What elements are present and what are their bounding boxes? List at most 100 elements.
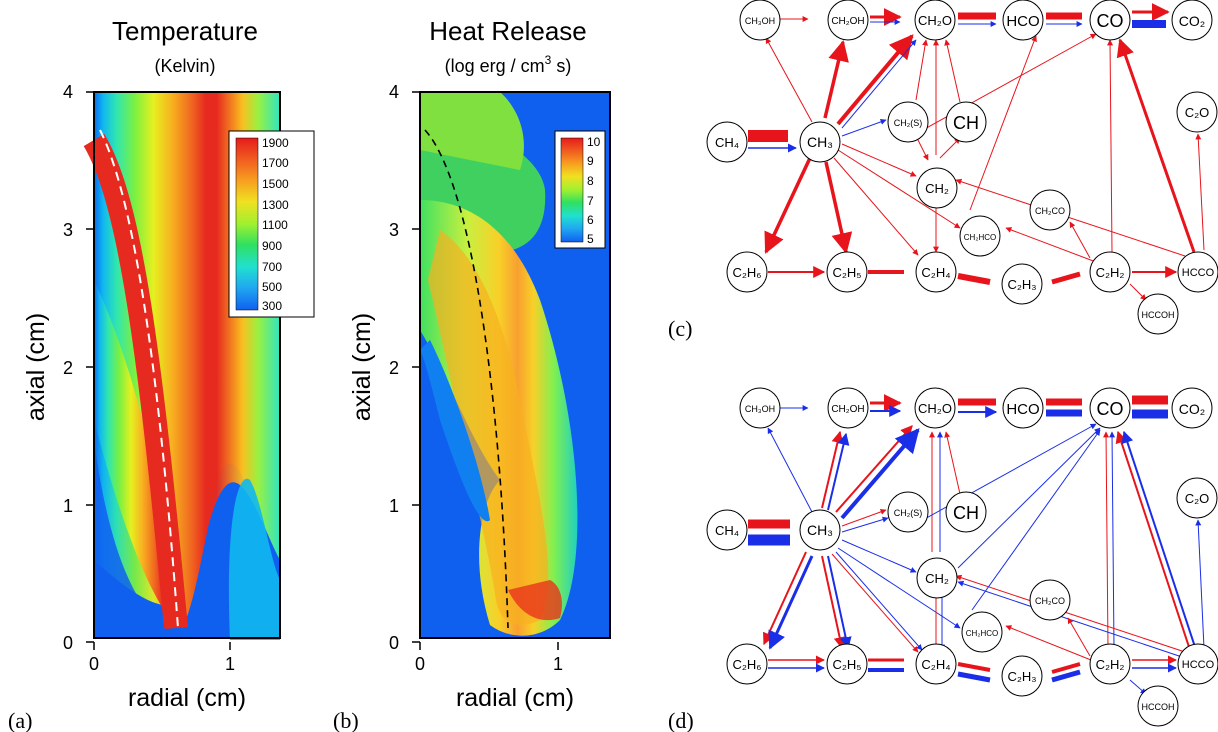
- legend-label: 1300: [262, 198, 289, 212]
- svg-text:HCO: HCO: [1006, 13, 1039, 30]
- panel-a-xlabel: radial (cm): [128, 684, 246, 712]
- svg-text:CH₂(S): CH₂(S): [894, 118, 923, 128]
- species-node: CH₂: [916, 557, 958, 599]
- svg-text:C₂H₄: C₂H₄: [921, 265, 950, 280]
- legend-label: 1500: [262, 177, 289, 191]
- x-tick-label: 1: [225, 654, 235, 674]
- y-tick-label: 2: [63, 358, 73, 378]
- panel-b-xlabel: radial (cm): [456, 684, 574, 712]
- legend-label: 5: [587, 232, 594, 246]
- svg-text:C₂H₆: C₂H₆: [732, 265, 761, 280]
- species-node: CH₂CO: [1029, 579, 1071, 621]
- legend-label: 7: [587, 194, 594, 208]
- y-tick-label: 4: [389, 82, 399, 102]
- svg-text:C₂H₆: C₂H₆: [732, 657, 761, 672]
- svg-text:C₂H₄: C₂H₄: [921, 657, 950, 672]
- svg-text:C₂H₃: C₂H₃: [1007, 669, 1036, 684]
- svg-text:HCO: HCO: [1006, 401, 1039, 418]
- panel-b-subtitle: (log erg / cm: [445, 56, 545, 76]
- legend-label: 300: [262, 299, 282, 313]
- panel-b-legend: 10 9 8 7 6 5: [554, 130, 606, 249]
- legend-label: 10: [587, 135, 601, 149]
- species-node: CH₂HCO: [961, 611, 1003, 653]
- x-tick-label: 1: [553, 654, 563, 674]
- svg-text:CO: CO: [1097, 399, 1124, 419]
- species-node: CH₄: [706, 121, 748, 163]
- species-node: CO₂: [1171, 0, 1213, 41]
- svg-text:CH₄: CH₄: [715, 523, 739, 538]
- svg-text:C₂O: C₂O: [1185, 491, 1210, 506]
- species-node: HCCOH: [1137, 293, 1179, 335]
- svg-text:C₂H₂: C₂H₂: [1096, 657, 1125, 672]
- panel-b-subtitle-sup: 3: [545, 53, 552, 67]
- svg-text:C₂H₃: C₂H₃: [1007, 277, 1036, 292]
- x-tick-label: 0: [89, 654, 99, 674]
- panel-b-label: (b): [333, 708, 359, 732]
- panel-a-title: Temperature: [112, 16, 258, 46]
- svg-text:CH₂OH: CH₂OH: [831, 404, 864, 415]
- legend-label: 1900: [262, 136, 289, 150]
- species-node: C₂H₃: [1001, 655, 1043, 697]
- species-node: CH₂(S): [887, 101, 929, 143]
- panel-d-edges: [748, 394, 1205, 695]
- svg-text:CH₂(S): CH₂(S): [894, 508, 923, 518]
- svg-text:CH₂HCO: CH₂HCO: [966, 629, 998, 638]
- species-node: CO: [1089, 0, 1131, 41]
- x-tick-label: 0: [415, 654, 425, 674]
- y-tick-label: 3: [63, 220, 73, 240]
- species-node: HCO: [1002, 0, 1044, 41]
- legend-label: 9: [587, 154, 594, 168]
- legend-label: 6: [587, 213, 594, 227]
- panel-a-frame: [93, 91, 281, 639]
- svg-text:CH₃: CH₃: [807, 522, 833, 538]
- species-node: HCO: [1002, 387, 1044, 429]
- panel-c-edges: [748, 3, 1205, 301]
- species-node: C₂H₂: [1089, 251, 1131, 293]
- svg-text:CH₂HCO: CH₂HCO: [964, 233, 996, 242]
- svg-text:CH₂CO: CH₂CO: [1035, 206, 1065, 216]
- species-node: CH₂O: [914, 387, 956, 429]
- species-node: CH: [945, 101, 987, 143]
- species-node: HCCO: [1177, 643, 1218, 685]
- svg-text:HCCO: HCCO: [1182, 659, 1215, 671]
- svg-text:CO: CO: [1097, 11, 1124, 31]
- panel-a-legend: 1900 1700 1500 1300 1100 900 700 500 300: [228, 130, 315, 318]
- svg-text:CH₂: CH₂: [925, 571, 949, 586]
- species-node: C₂H₄: [915, 643, 957, 685]
- species-node: CH₃OH: [739, 387, 781, 429]
- svg-text:CH₃: CH₃: [807, 134, 833, 150]
- panel-d: CH₃OH CH₂OH CH₂O HCO CO CO₂ CH₄ CH₃ CH₂(…: [668, 387, 1218, 732]
- species-node: CH₃: [799, 121, 841, 163]
- species-node: CO₂: [1171, 387, 1213, 429]
- legend-label: 900: [262, 239, 282, 253]
- panel-a-ylabel: axial (cm): [22, 313, 50, 421]
- species-node: CH₂CO: [1029, 189, 1071, 231]
- svg-text:CH₂CO: CH₂CO: [1035, 596, 1065, 606]
- species-node: CH₂: [916, 167, 958, 209]
- panel-b-subtitle-end: s): [551, 56, 571, 76]
- panel-b-ylabel: axial (cm): [348, 313, 376, 421]
- species-node: CH₂O: [914, 0, 956, 41]
- y-tick-label: 2: [389, 358, 399, 378]
- svg-text:HCCO: HCCO: [1182, 267, 1215, 279]
- svg-text:C₂H₅: C₂H₅: [832, 657, 861, 672]
- panel-a-label: (a): [8, 708, 32, 732]
- svg-text:CH₃OH: CH₃OH: [745, 16, 775, 26]
- species-node: CH: [945, 491, 987, 533]
- species-node: HCCOH: [1137, 685, 1179, 727]
- legend-label: 1100: [262, 218, 288, 232]
- species-node: CH₄: [706, 509, 748, 551]
- flame-surface-line: [99, 129, 179, 629]
- species-node: C₂H₅: [826, 643, 868, 685]
- svg-text:CH: CH: [953, 113, 979, 133]
- y-tick-label: 1: [63, 496, 73, 516]
- species-node: C₂H₄: [915, 251, 957, 293]
- species-node: C₂O: [1176, 477, 1218, 519]
- legend-label: 8: [587, 174, 594, 188]
- panel-b: Heat Release (log erg / cm3 s) 10 9 8 7 …: [333, 16, 611, 732]
- legend-label: 500: [262, 280, 282, 294]
- panel-d-label: (d): [668, 708, 694, 732]
- species-node: C₂H₆: [726, 643, 768, 685]
- svg-text:CO₂: CO₂: [1179, 401, 1205, 417]
